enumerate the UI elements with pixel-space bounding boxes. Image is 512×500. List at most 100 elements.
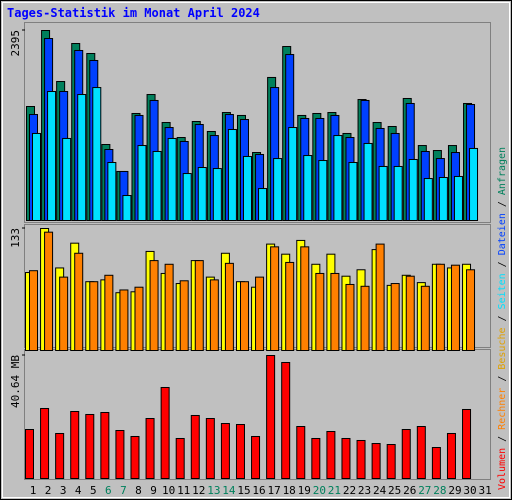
bar: [164, 263, 174, 352]
bar: [341, 437, 351, 479]
bar: [89, 281, 99, 351]
x-tick-label: 24: [373, 484, 387, 497]
bar: [175, 437, 185, 479]
bar: [330, 272, 340, 351]
bar: [44, 231, 54, 351]
legend-separator: /: [497, 376, 508, 382]
bar: [281, 361, 291, 480]
bar: [47, 91, 57, 222]
bar: [70, 410, 80, 480]
bar: [431, 447, 441, 479]
x-tick-label: 20: [313, 484, 326, 497]
bar: [375, 243, 385, 351]
bar: [273, 158, 283, 221]
bar: [285, 261, 295, 351]
x-tick-label: 14: [222, 484, 236, 497]
x-tick-label: 28: [433, 484, 446, 497]
x-tick-label: 23: [358, 484, 371, 497]
bar: [363, 142, 373, 222]
x-tick-label: 7: [120, 484, 127, 497]
bar: [220, 423, 230, 480]
bar: [360, 285, 370, 351]
bar: [416, 426, 426, 480]
x-tick-label: 15: [237, 484, 250, 497]
x-tick-label: 17: [267, 484, 280, 497]
bar: [107, 162, 117, 221]
bar: [197, 167, 207, 221]
x-tick-label: 30: [463, 484, 476, 497]
bar: [74, 252, 84, 352]
bar: [152, 150, 162, 222]
bar: [137, 145, 147, 221]
legend-entry: Anfragen: [497, 147, 508, 195]
legend-separator: /: [497, 436, 508, 442]
x-tick-label: 19: [298, 484, 311, 497]
panel-frame: [24, 22, 491, 223]
x-tick-label: 5: [90, 484, 97, 497]
bar: [25, 428, 34, 479]
bar: [469, 147, 479, 221]
bar: [85, 413, 95, 479]
bar: [270, 246, 280, 352]
bar: [227, 129, 237, 221]
bar: [182, 173, 192, 221]
x-tick-label: 21: [328, 484, 341, 497]
bar: [145, 418, 155, 479]
bar: [266, 355, 276, 479]
x-tick-label: 29: [448, 484, 461, 497]
bar: [258, 188, 268, 221]
x-tick-label: 11: [177, 484, 190, 497]
bar: [420, 285, 430, 351]
bar: [59, 276, 69, 352]
x-tick-label: 18: [283, 484, 296, 497]
x-tick-label: 31: [478, 484, 491, 497]
bar: [92, 87, 102, 221]
bar: [119, 289, 129, 352]
bar: [29, 270, 38, 352]
bar: [190, 414, 200, 480]
bar: [77, 94, 87, 221]
x-tick-label: 13: [207, 484, 220, 497]
bar: [194, 260, 204, 351]
bar: [296, 426, 306, 480]
bar: [378, 165, 388, 221]
bar: [205, 418, 215, 479]
bar: [130, 435, 140, 480]
bar: [255, 276, 265, 352]
bar: [315, 272, 325, 351]
x-tick-label: 1: [30, 484, 37, 497]
x-tick-label: 27: [418, 484, 431, 497]
x-tick-label: 10: [162, 484, 175, 497]
bar: [462, 408, 472, 479]
bar: [134, 286, 144, 351]
bar: [333, 135, 343, 221]
bar: [371, 443, 381, 479]
bar: [423, 178, 433, 221]
legend-entry: Volumen: [497, 448, 508, 490]
bar: [393, 165, 403, 221]
legend-entry: Besuche: [497, 327, 508, 369]
x-tick-label: 16: [252, 484, 265, 497]
x-tick-label: 9: [150, 484, 157, 497]
bar: [326, 430, 336, 479]
legend-entry: Rechner: [497, 388, 508, 430]
bar: [235, 424, 245, 480]
x-tick-label: 4: [75, 484, 82, 497]
bar: [386, 444, 396, 479]
bar: [401, 428, 411, 479]
x-tick-label: 12: [192, 484, 205, 497]
bar: [303, 155, 313, 222]
bar: [288, 127, 298, 221]
x-tick-label: 26: [403, 484, 416, 497]
bar: [115, 429, 125, 480]
bar: [55, 432, 65, 480]
legend-entry: Dateien: [497, 213, 508, 255]
x-tick-label: 6: [105, 484, 112, 497]
bar: [179, 280, 189, 351]
y-tick-label: 40.64 MB: [9, 355, 22, 408]
y-tick-label: 133: [9, 228, 22, 248]
bar: [405, 275, 415, 351]
bar: [450, 264, 460, 352]
x-tick-label: 8: [135, 484, 142, 497]
